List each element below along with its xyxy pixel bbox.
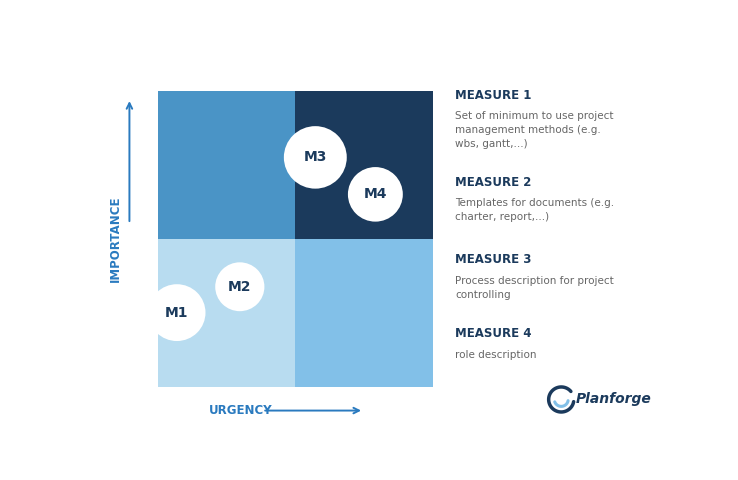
Text: MEASURE 3: MEASURE 3 — [455, 253, 532, 266]
Text: Planforge: Planforge — [576, 393, 652, 407]
Text: M3: M3 — [303, 150, 327, 164]
Ellipse shape — [284, 126, 347, 189]
Bar — [295, 239, 432, 386]
Text: Set of minimum to use project
management methods (e.g.
wbs, gantt,...): Set of minimum to use project management… — [455, 111, 614, 149]
Text: M1: M1 — [165, 306, 189, 320]
Bar — [295, 91, 432, 239]
Ellipse shape — [148, 284, 205, 341]
Bar — [158, 239, 295, 386]
Bar — [158, 91, 295, 239]
Text: Templates for documents (e.g.
charter, report,...): Templates for documents (e.g. charter, r… — [455, 198, 615, 222]
Text: IMPORTANCE: IMPORTANCE — [108, 195, 122, 282]
Text: M2: M2 — [228, 280, 252, 294]
Text: MEASURE 4: MEASURE 4 — [455, 327, 532, 340]
Ellipse shape — [215, 262, 264, 311]
Text: MEASURE 1: MEASURE 1 — [455, 89, 532, 102]
Text: role description: role description — [455, 349, 537, 360]
Text: Process description for project
controlling: Process description for project controll… — [455, 276, 614, 300]
Text: URGENCY: URGENCY — [209, 404, 272, 417]
Text: M4: M4 — [364, 187, 387, 201]
Ellipse shape — [348, 167, 403, 222]
Text: MEASURE 2: MEASURE 2 — [455, 176, 532, 189]
